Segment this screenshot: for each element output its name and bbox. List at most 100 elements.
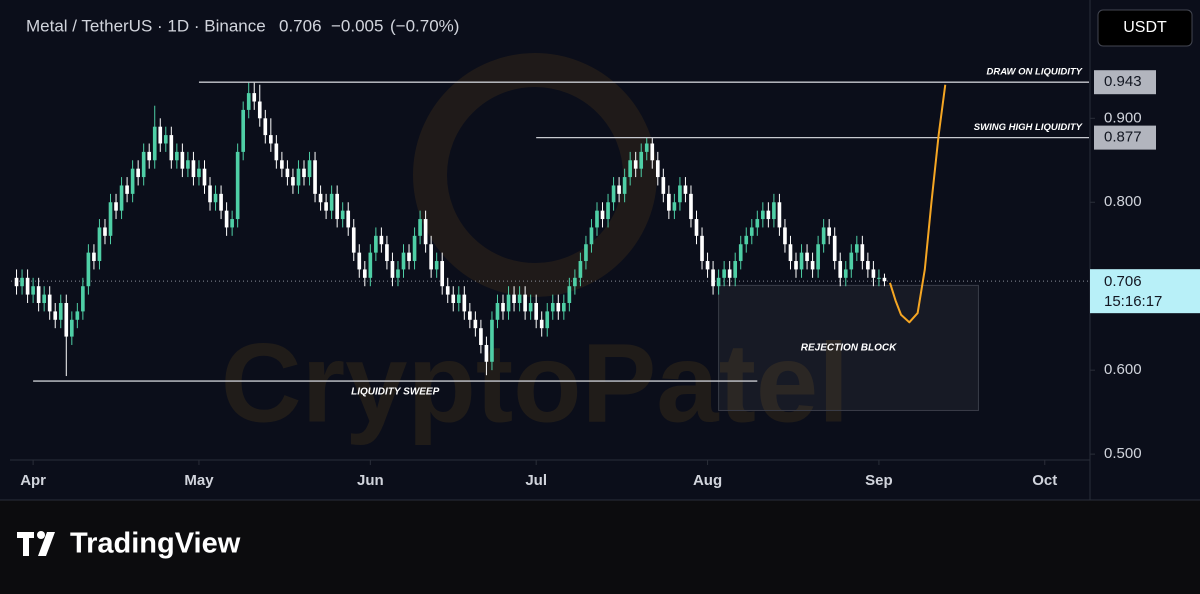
candle-body: [396, 269, 400, 278]
candle-body: [324, 202, 328, 211]
candle-body: [810, 261, 815, 270]
candle-body: [136, 168, 140, 178]
candle-body: [650, 143, 655, 161]
candle-body: [705, 261, 710, 270]
footer: [0, 500, 1200, 589]
candle-body: [202, 168, 207, 186]
watermark-logo: [413, 53, 657, 297]
candle-body: [329, 193, 334, 211]
candle-body: [877, 277, 881, 279]
candle-body: [545, 311, 550, 329]
change-pct: (−0.70%): [390, 16, 459, 35]
candle-body: [175, 151, 179, 161]
candle-body: [263, 118, 268, 136]
candle-body: [25, 277, 30, 295]
candle-body: [141, 151, 146, 178]
candle-body: [440, 261, 445, 287]
x-tick-label: Jun: [357, 472, 384, 489]
candle-body: [501, 303, 505, 312]
candle-body: [36, 286, 41, 304]
watermark: CryptoPatel: [221, 321, 850, 446]
candle-body: [235, 151, 240, 220]
candle-body: [291, 177, 295, 186]
candle-body: [307, 160, 312, 178]
candle-body: [269, 135, 273, 144]
candle-body: [208, 185, 212, 203]
candle-body: [512, 294, 516, 304]
candle-body: [678, 185, 682, 203]
candle-body: [368, 252, 373, 278]
candle-body: [821, 227, 826, 245]
candle-body: [661, 177, 666, 194]
candle-body: [866, 261, 870, 270]
candle-body: [125, 185, 129, 194]
candle-body: [766, 210, 771, 220]
candle-body: [749, 227, 754, 236]
candle-body: [517, 294, 522, 304]
candle-body: [152, 126, 157, 161]
candle-body: [241, 109, 246, 152]
candle-body: [843, 269, 848, 278]
candle-body: [689, 193, 693, 220]
y-tick-label: 0.600: [1104, 361, 1142, 378]
candle-body: [58, 303, 63, 320]
candle-body: [794, 261, 798, 270]
x-tick-label: Jul: [525, 472, 547, 489]
candle-body: [772, 202, 776, 220]
zone-label: REJECTION BLOCK: [801, 343, 897, 354]
candle-body: [456, 294, 461, 304]
currency-button[interactable]: [1097, 9, 1193, 47]
candle-body: [147, 151, 152, 161]
candle-body: [390, 261, 395, 278]
y-tick-label: 0.500: [1104, 445, 1142, 462]
candle-body: [495, 303, 500, 320]
candle-body: [14, 277, 19, 287]
candle-body: [755, 219, 760, 228]
candle-body: [556, 303, 561, 312]
candle-body: [47, 294, 52, 312]
candle-body: [744, 235, 749, 245]
candle-body: [523, 294, 527, 312]
change: −0.005: [331, 16, 383, 35]
candle-body: [401, 252, 406, 270]
candle-body: [434, 261, 439, 270]
x-tick-label: Aug: [693, 472, 722, 489]
candle-body: [280, 160, 284, 169]
candle-body: [42, 294, 46, 304]
candle-body: [114, 202, 118, 211]
candle-body: [285, 168, 290, 178]
candle-body: [733, 261, 738, 278]
candle-body: [313, 160, 317, 194]
candle-body: [357, 252, 362, 270]
candle-body: [694, 219, 699, 236]
candle-body: [362, 269, 367, 278]
candle-body: [578, 261, 583, 278]
candle-body: [628, 160, 632, 178]
candle-body: [606, 202, 610, 220]
candle-body: [473, 319, 478, 329]
candle-body: [31, 286, 35, 295]
candle-body: [119, 185, 124, 211]
candle-body: [644, 143, 649, 152]
y-tick-label: 0.900: [1104, 109, 1142, 126]
candle-body: [738, 244, 743, 262]
candle-body: [490, 319, 494, 362]
level-label: LIQUIDITY SWEEP: [351, 387, 439, 398]
candle-body: [257, 101, 262, 119]
candle-body: [213, 193, 218, 203]
candle-body: [683, 185, 688, 194]
level-label: DRAW ON LIQUIDITY: [986, 67, 1083, 78]
candle-body: [158, 126, 163, 144]
candle-body: [672, 202, 677, 211]
candle-body: [617, 185, 621, 194]
candle-body: [727, 269, 732, 278]
x-tick-label: May: [184, 472, 214, 489]
level-label: SWING HIGH LIQUIDITY: [974, 122, 1084, 133]
candle-body: [230, 219, 234, 228]
candle-body: [97, 227, 102, 262]
candle-body: [20, 277, 24, 287]
countdown: 15:16:17: [1104, 293, 1162, 310]
currency-label[interactable]: USDT: [1123, 19, 1167, 36]
